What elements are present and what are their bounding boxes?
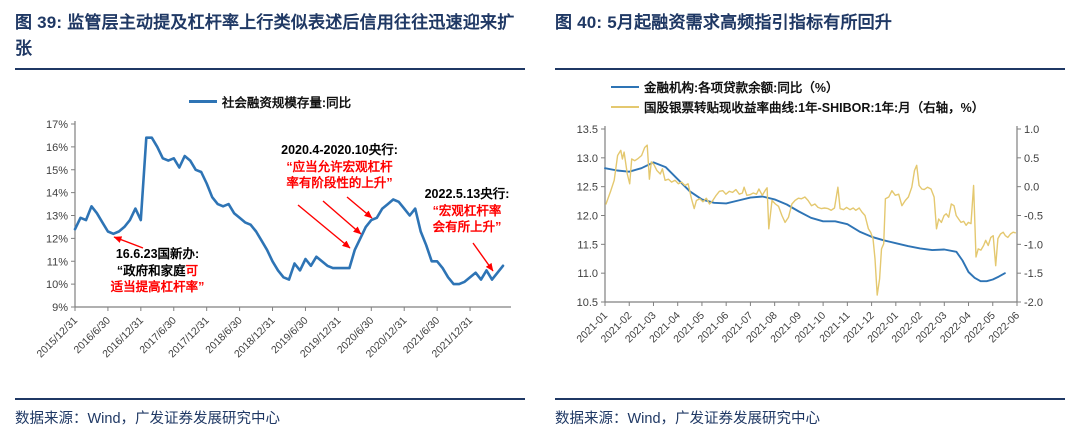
figure-39-chart: 9% 10% 11% 12% 13% 14% 15% 16% 17% 2015/12/31 2016…	[15, 114, 525, 377]
series-loan-balance-yoy	[604, 161, 1006, 283]
svg-text:12%: 12%	[46, 233, 68, 245]
svg-text:10.5: 10.5	[577, 297, 598, 309]
svg-text:9%: 9%	[52, 302, 68, 314]
figure-39-title-divider	[15, 68, 525, 70]
figure-40-title-divider	[555, 68, 1065, 70]
svg-text:-1.0: -1.0	[1024, 239, 1043, 251]
legend-line-sample-blue	[611, 85, 639, 88]
line-chart-40: 13.5 13.0 12.5 12.0 11.5 11.0 10.5 1.0 0.5 0.0 -0.…	[574, 124, 1043, 345]
line-chart-39: 9%10%11%12%13%14%15%16%17%2015/12/312016…	[34, 119, 511, 361]
figure-39-title: 图 39: 监管层主动提及杠杆率上行类似表述后信用往往迅速迎来扩张	[15, 13, 515, 59]
series-social-financing	[73, 136, 505, 286]
svg-text:1.0: 1.0	[1024, 124, 1039, 136]
svg-text:12.0: 12.0	[577, 211, 598, 223]
annotation-arrow	[346, 196, 373, 219]
figure-39-source-block: 数据来源：Wind，广发证券发展研究中心	[15, 398, 525, 428]
legend-row-loans: 金融机构:各项贷款余额:同比（%）	[611, 78, 1065, 95]
source-divider	[555, 398, 1065, 400]
svg-text:13.5: 13.5	[577, 124, 598, 136]
source-divider	[15, 398, 525, 400]
legend-label-shrong: 社会融资规模存量:同比	[221, 95, 352, 110]
figure-40-chart: 13.5 13.0 12.5 12.0 11.5 11.0 10.5 1.0 0.5 0.0 -0.…	[555, 119, 1065, 366]
figure-40-source-block: 数据来源：Wind，广发证券发展研究中心	[555, 398, 1065, 428]
figure-40-legend: 金融机构:各项贷款余额:同比（%） 国股银票转贴现收益率曲线:1年-SHIBOR…	[555, 78, 1065, 115]
legend-line-sample-yellow	[611, 105, 639, 108]
svg-text:13%: 13%	[46, 211, 68, 223]
legend-label-bill-rate: 国股银票转贴现收益率曲线:1年-SHIBOR:1年:月（右轴，%）	[644, 101, 985, 115]
svg-text:2015/12/31: 2015/12/31	[34, 315, 80, 361]
svg-text:-0.5: -0.5	[1024, 211, 1043, 223]
figure-40-source: 数据来源：Wind，广发证券发展研究中心	[555, 411, 821, 427]
figure-40-panel: 图 40: 5月起融资需求高频指引指标有所回升 金融机构:各项贷款余额:同比（%…	[555, 0, 1065, 439]
svg-text:-1.5: -1.5	[1024, 268, 1043, 280]
svg-text:0.5: 0.5	[1024, 153, 1039, 165]
legend-row-bill-rate: 国股银票转贴现收益率曲线:1年-SHIBOR:1年:月（右轴，%）	[611, 98, 1065, 115]
svg-text:12.5: 12.5	[577, 182, 598, 194]
svg-text:11%: 11%	[47, 256, 68, 268]
svg-text:10%: 10%	[46, 279, 68, 291]
svg-text:16%: 16%	[46, 142, 68, 154]
svg-text:13.0: 13.0	[577, 153, 598, 165]
annotation-arrow	[472, 242, 494, 272]
svg-text:17%: 17%	[46, 119, 68, 131]
legend-label-loans: 金融机构:各项贷款余额:同比（%）	[644, 81, 839, 95]
svg-text:11.5: 11.5	[577, 239, 598, 251]
svg-text:-2.0: -2.0	[1024, 297, 1043, 309]
svg-text:15%: 15%	[46, 165, 68, 177]
annotation-arrow	[322, 200, 362, 235]
svg-text:11.0: 11.0	[577, 268, 598, 280]
annotation-arrow	[113, 236, 144, 249]
figure-39-source: 数据来源：Wind，广发证券发展研究中心	[15, 411, 281, 427]
annotation-arrow	[297, 204, 351, 249]
figure-40-title: 图 40: 5月起融资需求高频指引指标有所回升	[555, 13, 893, 32]
svg-text:14%: 14%	[46, 188, 68, 200]
legend-line-sample-blue	[188, 99, 217, 103]
svg-text:0.0: 0.0	[1024, 182, 1039, 194]
figure-39-legend: 社会融资规模存量:同比	[15, 92, 525, 110]
figure-39-panel: 图 39: 监管层主动提及杠杆率上行类似表述后信用往往迅速迎来扩张 社会融资规模…	[15, 0, 525, 439]
series-bill-rate-minus-shibor	[605, 144, 1016, 296]
